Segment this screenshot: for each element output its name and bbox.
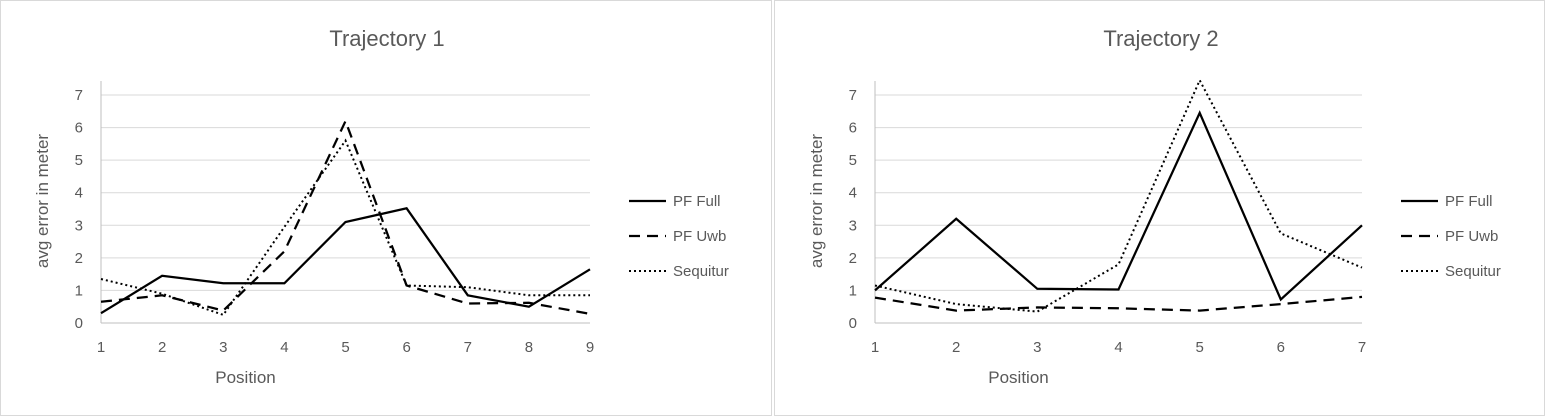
- series-line-pf-full: [874, 110, 1363, 302]
- chart-title: Trajectory 2: [1103, 26, 1218, 51]
- x-tick-label: 3: [1033, 339, 1041, 356]
- legend-label: PF Full: [673, 193, 721, 210]
- y-tick-label: 4: [849, 185, 857, 202]
- y-tick-label: 5: [849, 152, 857, 169]
- chart-panel-1: Trajectory 1 0 1 2 3 4 5 6 7 1 2 3 4 5 6 7 8 9 Position avg…: [0, 0, 772, 416]
- x-tick-label: 1: [97, 339, 105, 356]
- y-tick-label: 0: [849, 315, 857, 332]
- y-tick-label: 2: [75, 250, 83, 267]
- x-tick-label: 6: [1277, 339, 1285, 356]
- x-tick-label: 2: [158, 339, 166, 356]
- x-tick-label: 4: [1114, 339, 1122, 356]
- y-tick-label: 0: [75, 315, 83, 332]
- x-tick-label: 9: [586, 339, 594, 356]
- x-tick-label: 5: [341, 339, 349, 356]
- y-axis-title: avg error in meter: [807, 134, 826, 268]
- series-line-sequitur: [874, 78, 1363, 313]
- series-line-pf-uwb: [100, 118, 591, 316]
- y-tick-label: 4: [75, 185, 83, 202]
- x-tick-label: 7: [1358, 339, 1366, 356]
- x-tick-label: 4: [280, 339, 288, 356]
- y-tick-label: 3: [75, 217, 83, 234]
- x-tick-label: 8: [525, 339, 533, 356]
- x-tick-label: 2: [952, 339, 960, 356]
- x-tick-label: 6: [402, 339, 410, 356]
- y-tick-label: 7: [849, 87, 857, 104]
- legend-label: Sequitur: [1445, 263, 1501, 280]
- y-tick-label: 6: [75, 120, 83, 137]
- x-axis-title: Position: [988, 368, 1048, 387]
- y-tick-label: 2: [849, 250, 857, 267]
- chart-panel-2: Trajectory 2 0 1 2 3 4 5 6 7 1 2 3 4 5 6 7 Position avg e…: [774, 0, 1545, 416]
- x-tick-label: 3: [219, 339, 227, 356]
- chart-title: Trajectory 1: [329, 26, 444, 51]
- y-tick-label: 5: [75, 152, 83, 169]
- y-tick-label: 1: [75, 282, 83, 299]
- legend-label: PF Uwb: [673, 228, 726, 245]
- legend-label: Sequitur: [673, 263, 729, 280]
- x-axis-title: Position: [215, 368, 275, 387]
- y-tick-label: 6: [849, 120, 857, 137]
- x-tick-label: 1: [871, 339, 879, 356]
- series-line-sequitur: [100, 138, 590, 317]
- y-tick-label: 3: [849, 217, 857, 234]
- y-axis-title: avg error in meter: [33, 134, 52, 268]
- y-tick-label: 1: [849, 282, 857, 299]
- y-tick-label: 7: [75, 87, 83, 104]
- legend-label: PF Full: [1445, 193, 1493, 210]
- x-tick-label: 7: [464, 339, 472, 356]
- series-line-pf-uwb: [874, 295, 1363, 312]
- legend-label: PF Uwb: [1445, 228, 1498, 245]
- x-tick-label: 5: [1195, 339, 1203, 356]
